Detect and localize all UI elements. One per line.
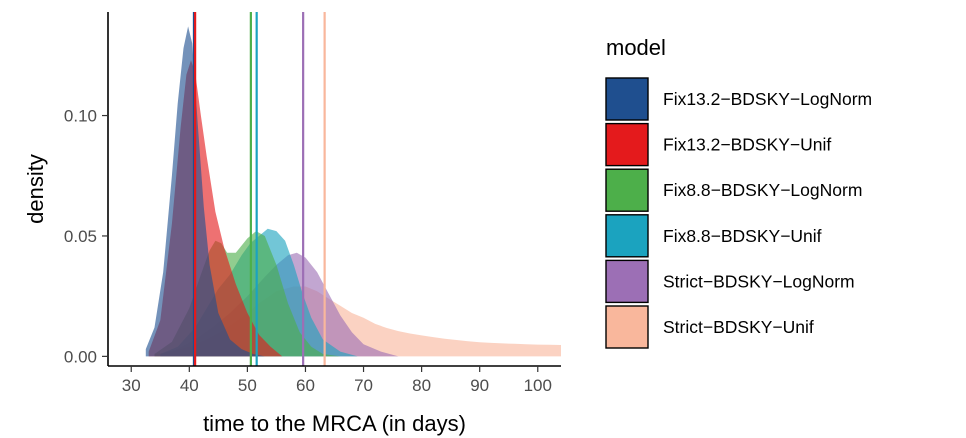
legend-label-4: Strict−BDSKY−LogNorm xyxy=(663,271,855,291)
legend-label-3: Fix8.8−BDSKY−Unif xyxy=(663,226,822,246)
median-lines xyxy=(192,12,326,366)
legend-title: model xyxy=(606,35,666,60)
x-tick-label-2: 50 xyxy=(238,376,257,395)
legend-label-2: Fix8.8−BDSKY−LogNorm xyxy=(663,180,862,200)
legend-key-5 xyxy=(605,305,649,349)
legend-label-1: Fix13.2−BDSKY−Unif xyxy=(663,135,831,155)
legend-label-5: Strict−BDSKY−Unif xyxy=(663,317,814,337)
x-tick-label-7: 100 xyxy=(524,376,552,395)
x-tick-label-1: 40 xyxy=(180,376,199,395)
legend-key-2 xyxy=(605,168,649,212)
y-axis-title: density xyxy=(23,154,48,224)
density-areas xyxy=(145,26,561,357)
x-tick-label-5: 80 xyxy=(412,376,431,395)
legend: model Fix13.2−BDSKY−LogNorm Fix13.2−BDSKY… xyxy=(605,35,872,349)
x-axis-title: time to the MRCA (in days) xyxy=(203,411,466,436)
legend-label-0: Fix13.2−BDSKY−LogNorm xyxy=(663,89,872,109)
density-area-0 xyxy=(145,26,265,357)
x-tick-label-6: 90 xyxy=(470,376,489,395)
x-tick-label-0: 30 xyxy=(122,376,141,395)
x-tick-label-3: 60 xyxy=(296,376,315,395)
x-tick-label-4: 70 xyxy=(354,376,373,395)
legend-key-4 xyxy=(605,259,649,304)
y-tick-label-2: 0.10 xyxy=(64,107,97,126)
axes: 30 40 50 60 70 80 90 100 0.00 0.05 0.10 xyxy=(64,12,561,395)
legend-key-3 xyxy=(605,214,649,258)
legend-key-1 xyxy=(605,122,649,167)
y-tick-label-1: 0.05 xyxy=(64,227,97,246)
legend-key-0 xyxy=(605,77,649,121)
y-tick-label-0: 0.00 xyxy=(64,347,97,366)
